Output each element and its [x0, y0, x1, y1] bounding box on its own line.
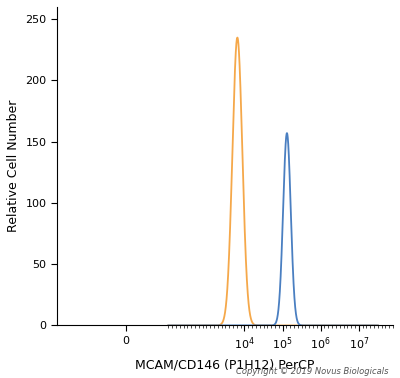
X-axis label: MCAM/CD146 (P1H12) PerCP: MCAM/CD146 (P1H12) PerCP — [135, 358, 315, 371]
Text: Copyright © 2019 Novus Biologicals: Copyright © 2019 Novus Biologicals — [236, 367, 388, 376]
Y-axis label: Relative Cell Number: Relative Cell Number — [7, 100, 20, 232]
